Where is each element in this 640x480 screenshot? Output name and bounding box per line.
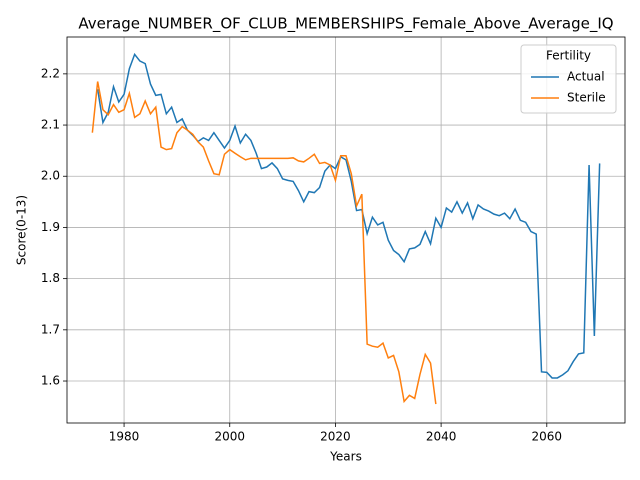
y-tick-label: 2.1 [41, 118, 60, 132]
line-series [96, 52, 601, 379]
x-tick-label: 1980 [109, 430, 140, 444]
legend-label: Sterile [567, 91, 606, 105]
y-axis-label: Score(0-13) [15, 195, 29, 265]
y-tick-label: 1.7 [41, 322, 60, 336]
y-tick-label: 2.0 [41, 169, 60, 183]
y-tick-label: 1.8 [41, 271, 60, 285]
legend-label: Actual [567, 70, 605, 84]
legend-box [520, 44, 617, 114]
x-tick-label: 2000 [214, 430, 245, 444]
legend-title: Fertility [546, 49, 591, 63]
line-series [91, 81, 437, 405]
x-tick-label: 2040 [426, 430, 457, 444]
x-axis-label: Years [329, 450, 362, 464]
x-tick-label: 2060 [532, 430, 563, 444]
chart-title: Average_NUMBER_OF_CLUB_MEMBERSHIPS_Femal… [78, 15, 613, 34]
x-tick-label: 2020 [320, 430, 351, 444]
plot-frame [66, 36, 626, 424]
y-tick-label: 2.2 [41, 66, 60, 80]
y-tick-label: 1.6 [41, 374, 60, 388]
y-tick-label: 1.9 [41, 220, 60, 234]
